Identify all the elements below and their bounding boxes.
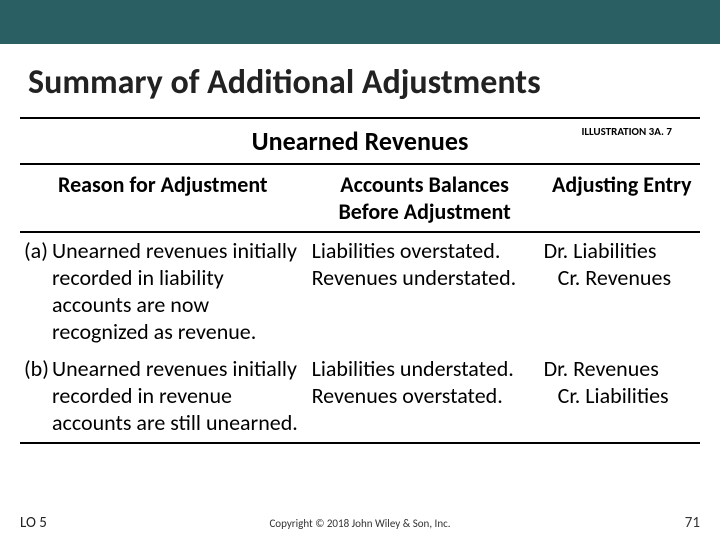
column-header-reason: Reason for Adjustment (20, 165, 306, 231)
entry-credit: Cr. Revenues (544, 264, 696, 291)
slide: Summary of Additional Adjustments Unearn… (0, 0, 720, 540)
row-marker: (b) (24, 355, 52, 436)
table-columns-header: Reason for Adjustment Accounts Balances … (20, 165, 700, 233)
row-marker: (a) (24, 237, 52, 345)
adjusting-entry: Dr. Revenues Cr. Liabilities (544, 355, 700, 442)
table-row: (b) Unearned revenues initially recorded… (20, 351, 700, 442)
page-title: Summary of Additional Adjustments (28, 62, 720, 103)
page-number: 71 (685, 514, 700, 532)
reason-text: Unearned revenues initially recorded in … (52, 355, 300, 436)
table-row: (a) Unearned revenues initially recorded… (20, 233, 700, 351)
balances-text: Liabilities overstated. Revenues underst… (306, 237, 544, 351)
column-header-balances: Accounts Balances Before Adjustment (306, 165, 544, 231)
entry-credit: Cr. Liabilities (544, 382, 696, 409)
adjustments-table: Unearned Revenues ILLUSTRATION 3A. 7 Rea… (20, 117, 700, 444)
adjusting-entry: Dr. Liabilities Cr. Revenues (544, 237, 700, 351)
entry-debit: Dr. Liabilities (544, 237, 696, 264)
illustration-label: ILLUSTRATION 3A. 7 (581, 125, 672, 138)
footer: LO 5 Copyright © 2018 John Wiley & Son, … (0, 512, 720, 532)
reason-text: Unearned revenues initially recorded in … (52, 237, 300, 345)
balances-text: Liabilities understated. Revenues overst… (306, 355, 544, 442)
table-title-row: Unearned Revenues ILLUSTRATION 3A. 7 (20, 119, 700, 165)
title-bar (0, 0, 720, 44)
column-header-entry: Adjusting Entry (544, 165, 700, 231)
copyright-text: Copyright © 2018 John Wiley & Son, Inc. (0, 517, 720, 530)
entry-debit: Dr. Revenues (544, 355, 696, 382)
table-body: (a) Unearned revenues initially recorded… (20, 233, 700, 442)
